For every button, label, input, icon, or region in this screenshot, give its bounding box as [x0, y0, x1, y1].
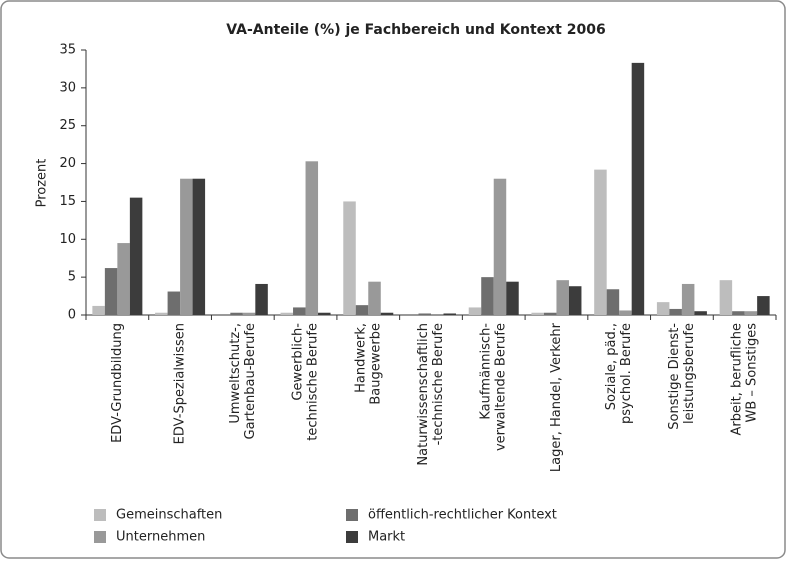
- bar: [255, 283, 268, 315]
- x-tick-label: Sonstige Dienst-: [667, 323, 682, 430]
- bar: [694, 311, 707, 315]
- bar: [744, 311, 758, 315]
- y-tick-label: 25: [59, 118, 76, 133]
- x-tick-label: Baugewerbe: [368, 323, 383, 405]
- bar: [343, 201, 356, 315]
- bar: [230, 312, 243, 315]
- x-tick-label: Lager, Handel, Verkehr: [549, 322, 564, 472]
- y-tick-label: 35: [59, 43, 76, 58]
- x-tick-label: psychol. Berufe: [619, 323, 634, 424]
- chart-title: VA-Anteile (%) je Fachbereich und Kontex…: [226, 22, 605, 38]
- x-tick-label: WB – Sonstiges: [745, 323, 760, 423]
- bar: [757, 296, 770, 315]
- legend-swatch: [94, 531, 106, 543]
- bar: [293, 307, 306, 315]
- legend-label: Gemeinschaften: [116, 508, 222, 523]
- legend-swatch: [346, 531, 358, 543]
- bar: [531, 312, 544, 315]
- bar: [305, 161, 319, 315]
- x-tick-label: Naturwissenschaftlich: [416, 323, 431, 466]
- bar: [117, 243, 130, 315]
- y-tick-label: 15: [59, 194, 76, 209]
- legend-label: öffentlich-rechtlicher Kontext: [368, 508, 557, 523]
- legend-label: Markt: [368, 530, 405, 545]
- bar: [669, 308, 682, 315]
- bar: [280, 312, 294, 315]
- bar: [380, 312, 394, 315]
- bar: [368, 281, 381, 315]
- x-tick-label: Arbeit, berufliche: [730, 323, 745, 435]
- bar: [167, 291, 181, 315]
- bar: [493, 178, 507, 315]
- x-tick-label: Umweltschutz-,: [228, 323, 243, 424]
- x-tick-label: EDV-Spezialwissen: [173, 323, 188, 444]
- legend-label: Unternehmen: [116, 530, 205, 545]
- bar: [719, 280, 733, 315]
- x-tick-label: Kaufmännisch-: [479, 323, 494, 420]
- bar: [732, 311, 745, 315]
- x-tick-label: verwaltende Berufe: [494, 323, 509, 451]
- bar: [92, 305, 105, 315]
- bar: [656, 302, 670, 315]
- y-axis-label: Prozent: [35, 159, 50, 208]
- bar: [681, 283, 695, 315]
- x-tick-label: EDV-Grundbildung: [110, 323, 125, 443]
- x-tick-label: Gewerblich-: [291, 323, 306, 401]
- y-tick-label: 0: [68, 308, 76, 323]
- bar: [481, 277, 494, 315]
- x-tick-label: leistungsberufe: [682, 323, 697, 424]
- bar: [543, 312, 557, 315]
- bar: [155, 312, 168, 315]
- bar: [468, 307, 482, 315]
- bar: [418, 313, 431, 315]
- bar: [568, 286, 582, 315]
- bar: [355, 305, 369, 315]
- bar: [318, 312, 331, 315]
- bar: [129, 197, 143, 315]
- bar: [594, 169, 607, 315]
- bar: [606, 289, 620, 315]
- legend-swatch: [346, 509, 358, 521]
- x-tick-label: technische Berufe: [306, 323, 321, 441]
- legend-swatch: [94, 509, 106, 521]
- y-tick-label: 20: [59, 156, 76, 171]
- y-tick-label: 10: [59, 232, 76, 247]
- bar: [180, 178, 193, 315]
- x-tick-label: Gartenbau-Berufe: [243, 323, 258, 439]
- y-tick-label: 5: [68, 270, 76, 285]
- bar: [192, 178, 206, 315]
- bar: [506, 281, 519, 315]
- bar: [104, 268, 118, 315]
- x-tick-label: Soziale, päd.,: [604, 323, 619, 410]
- x-tick-label: -technische Berufe: [431, 323, 446, 445]
- bar: [443, 313, 456, 315]
- bar: [556, 280, 569, 315]
- x-tick-label: Handwerk,: [353, 323, 368, 393]
- bar: [242, 312, 256, 315]
- bar: [631, 62, 645, 315]
- y-tick-label: 30: [59, 80, 76, 95]
- bar: [619, 310, 632, 315]
